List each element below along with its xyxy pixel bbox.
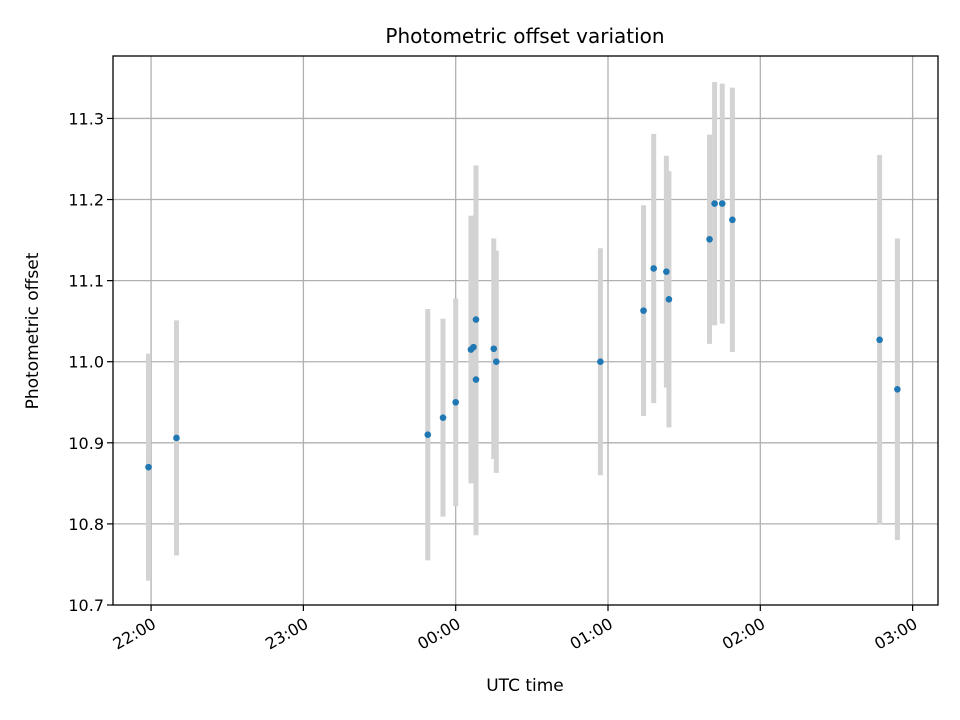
data-point xyxy=(173,434,180,442)
y-axis-ticks: 10.7 10.8 10.9 11.0 11.1 11.2 11.3 xyxy=(68,109,113,615)
data-point xyxy=(470,343,477,351)
x-tick-label: 00:00 xyxy=(414,614,463,654)
data-point xyxy=(424,431,432,439)
x-tick-label: 23:00 xyxy=(262,614,311,654)
x-tick-label: 01:00 xyxy=(567,614,616,654)
data-point xyxy=(597,358,604,366)
chart-title: Photometric offset variation xyxy=(385,24,664,48)
y-tick-label: 11.1 xyxy=(68,272,104,291)
y-tick-label: 11.0 xyxy=(68,353,104,372)
data-point xyxy=(718,200,726,207)
data-point xyxy=(452,398,459,406)
data-point xyxy=(472,316,480,323)
data-point xyxy=(640,307,647,314)
data-point xyxy=(729,216,736,224)
y-tick-label: 10.9 xyxy=(68,434,104,453)
y-axis-label: Photometric offset xyxy=(23,252,43,409)
error-bars xyxy=(146,81,900,581)
y-tick-label: 11.2 xyxy=(68,191,104,210)
data-points xyxy=(145,200,901,471)
data-point xyxy=(706,235,713,243)
y-tick-label: 10.7 xyxy=(68,596,104,615)
data-point xyxy=(493,358,500,366)
data-point xyxy=(876,336,883,344)
y-tick-label: 10.8 xyxy=(68,515,104,534)
data-point xyxy=(145,463,152,471)
data-point xyxy=(711,200,718,207)
x-axis-label: UTC time xyxy=(486,676,564,696)
data-point xyxy=(663,268,670,276)
y-tick-label: 11.3 xyxy=(68,109,104,128)
data-point xyxy=(650,265,657,272)
data-point xyxy=(472,376,480,383)
plot-frame xyxy=(112,55,939,606)
data-point xyxy=(490,345,498,353)
data-point xyxy=(894,385,901,393)
data-point xyxy=(665,295,673,303)
x-tick-label: 02:00 xyxy=(719,614,768,654)
grid xyxy=(113,56,938,605)
x-axis-ticks: 22:00 23:00 00:00 01:00 02:00 03:00 xyxy=(110,605,921,654)
x-tick-label: 03:00 xyxy=(871,614,920,654)
data-point xyxy=(439,414,447,421)
x-tick-label: 22:00 xyxy=(110,614,159,654)
